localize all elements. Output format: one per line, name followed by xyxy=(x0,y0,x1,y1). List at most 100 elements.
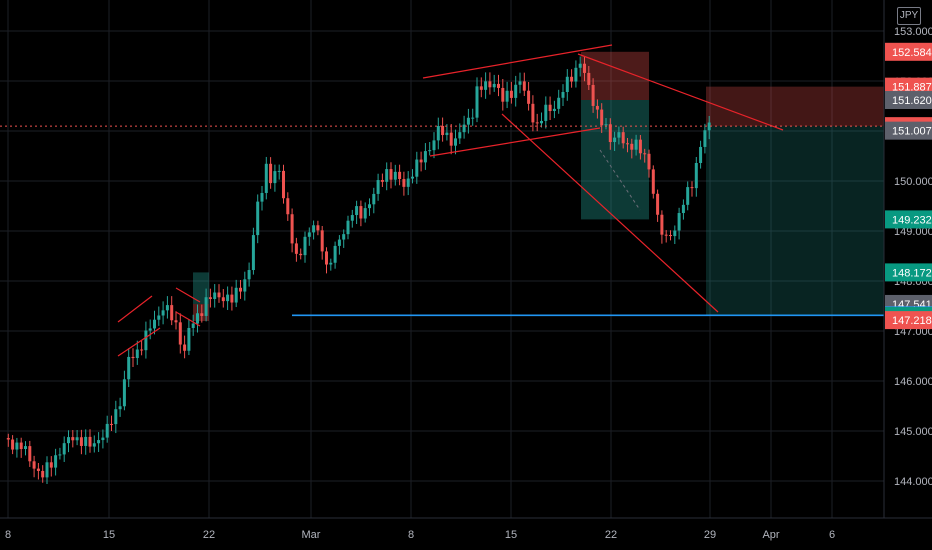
candles xyxy=(6,56,711,485)
candle-body xyxy=(664,234,668,236)
candle-body xyxy=(462,124,466,133)
candle-body xyxy=(359,206,363,219)
candle-body xyxy=(613,137,617,143)
candle-body xyxy=(385,169,389,182)
candle-body xyxy=(591,84,595,106)
candle-body xyxy=(389,169,393,180)
candle-body xyxy=(527,90,531,104)
candle-body xyxy=(32,461,36,469)
x-tick-label: Apr xyxy=(762,529,779,541)
candle-body xyxy=(67,437,70,444)
candle-body xyxy=(118,406,122,410)
candle-body xyxy=(376,180,380,194)
trend-line xyxy=(429,127,601,157)
candle-body xyxy=(161,310,165,316)
price-tag-label: 151.620 xyxy=(892,95,932,107)
time-axis[interactable]: 8 15 22 Mar 8 15 22 29 Apr 6 xyxy=(5,529,835,541)
candle-body xyxy=(363,208,367,219)
candle-body xyxy=(342,234,346,240)
dashed-projection xyxy=(599,149,641,211)
trend-line xyxy=(117,327,161,357)
candle-body xyxy=(49,462,53,468)
trend-line xyxy=(577,53,784,131)
zone-green-mid xyxy=(581,100,649,220)
candle-body xyxy=(518,81,522,85)
candle-body xyxy=(677,213,681,231)
candle-body xyxy=(608,124,612,143)
trend-line xyxy=(117,295,153,323)
candle-body xyxy=(325,251,328,265)
x-tick-label: 22 xyxy=(605,529,617,541)
candle-body xyxy=(187,327,191,351)
candle-body xyxy=(260,192,264,202)
candle-body xyxy=(264,163,268,193)
candle-body xyxy=(514,84,518,98)
candle-body xyxy=(651,169,655,194)
candle-body xyxy=(62,443,66,455)
y-tick-label: 153.000 xyxy=(894,26,932,38)
candle-body xyxy=(333,245,337,263)
x-tick-label: 8 xyxy=(408,529,414,541)
chart-drawings[interactable] xyxy=(0,44,884,357)
candle-body xyxy=(561,92,565,98)
candle-body xyxy=(355,206,359,216)
candle-body xyxy=(122,379,126,407)
candle-body xyxy=(626,143,629,145)
candle-body xyxy=(350,215,354,221)
candle-body xyxy=(15,442,19,450)
candle-body xyxy=(230,294,234,303)
chart-grid xyxy=(0,0,884,518)
x-tick-label: 6 xyxy=(829,529,835,541)
candle-body xyxy=(565,76,569,93)
candle-body xyxy=(398,171,402,180)
candle-body xyxy=(368,204,371,209)
candle-body xyxy=(578,63,582,68)
candle-body xyxy=(286,198,290,215)
candle-body xyxy=(479,86,483,90)
currency-label[interactable]: JPY xyxy=(897,7,921,25)
candle-body xyxy=(419,159,423,163)
candle-body xyxy=(290,214,294,244)
candle-body xyxy=(475,86,479,118)
candle-body xyxy=(488,81,492,88)
candle-body xyxy=(41,470,45,478)
candle-body xyxy=(127,356,131,380)
candle-body xyxy=(114,409,118,425)
candle-body xyxy=(11,439,15,450)
candle-body xyxy=(320,230,324,252)
candle-body xyxy=(583,63,586,73)
candle-body xyxy=(501,87,505,102)
candle-body xyxy=(273,171,277,184)
candle-body xyxy=(570,76,574,82)
candle-body xyxy=(144,330,148,351)
candle-body xyxy=(6,438,10,440)
price-tag-label: 147.218 xyxy=(892,315,932,327)
candle-body xyxy=(548,104,552,112)
candle-body xyxy=(436,125,440,141)
candle-body xyxy=(282,170,285,199)
candle-body xyxy=(423,151,427,163)
candle-body xyxy=(466,117,470,125)
candle-body xyxy=(79,437,83,446)
candle-body xyxy=(690,187,694,189)
y-tick-label: 146.000 xyxy=(894,376,932,388)
candle-body xyxy=(157,315,161,320)
price-tag xyxy=(885,210,932,229)
candle-body xyxy=(28,446,32,462)
candle-body xyxy=(643,153,647,155)
candle-body xyxy=(269,163,273,184)
y-tick-label: 144.000 xyxy=(894,476,932,488)
candle-body xyxy=(294,243,298,254)
price-tag xyxy=(885,311,932,330)
y-tick-label: 150.000 xyxy=(894,176,932,188)
candle-body xyxy=(196,313,199,324)
candle-body xyxy=(217,292,221,298)
candle-body xyxy=(303,236,307,256)
candle-body xyxy=(110,423,113,425)
candle-body xyxy=(540,120,543,124)
candle-body xyxy=(557,97,561,109)
candle-body xyxy=(415,159,419,177)
candle-body xyxy=(165,305,169,311)
